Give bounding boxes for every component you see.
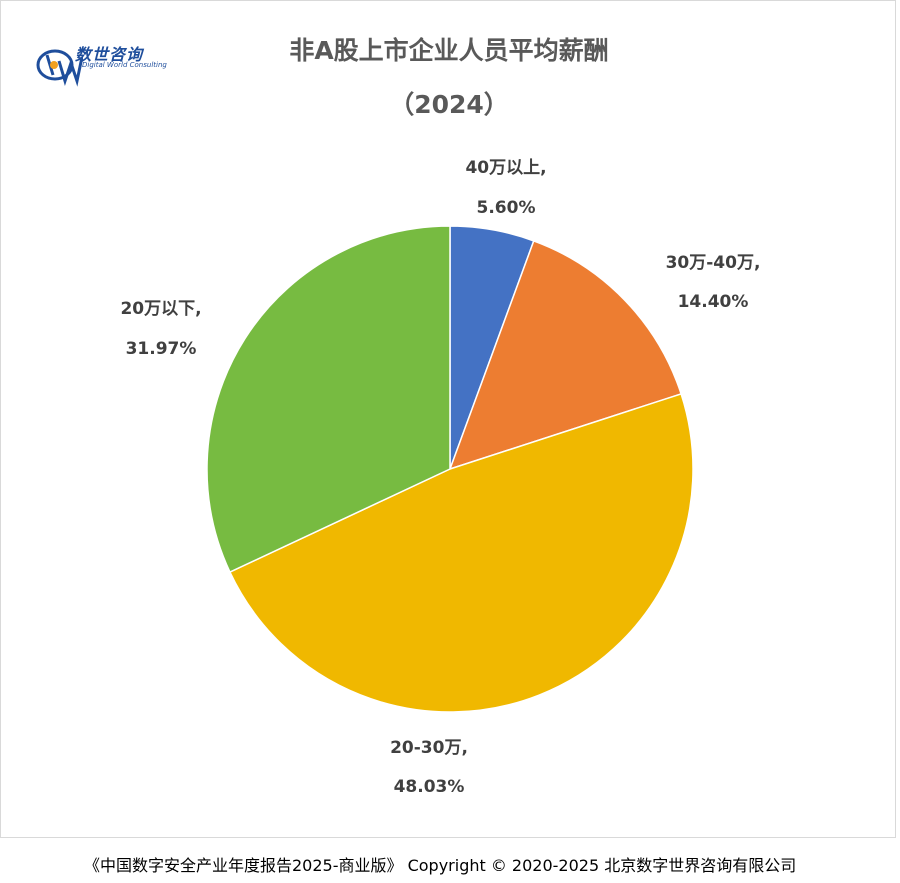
chart-subtitle: （2024） — [389, 90, 509, 119]
chart-title: 非A股上市企业人员平均薪酬 — [289, 36, 609, 65]
slice-category-label: 20-30万, — [390, 738, 468, 758]
logo-chinese-text: 数世咨询 — [75, 45, 144, 64]
copyright-footer: 《中国数字安全产业年度报告2025-商业版》 Copyright © 2020-… — [84, 856, 797, 875]
pie-slice — [228, 392, 694, 713]
pie-labels: 40万以上, 5.60% 30万-40万, 14.40% 20-30万, 48.03% 20… — [120, 158, 760, 797]
pie-slice — [206, 225, 451, 574]
slice-value-label: 31.97% — [126, 339, 197, 359]
slice-value-label: 48.03% — [394, 777, 465, 797]
slice-value-label: 14.40% — [678, 292, 749, 312]
logo-mark-icon — [36, 49, 84, 87]
brand-logo: 数世咨询 Digital World Consulting — [35, 41, 167, 87]
chart-area: 数世咨询 Digital World Consulting 非A股上市企业人员平… — [0, 0, 896, 838]
slice-category-label: 30万-40万, — [666, 253, 761, 273]
logo-english-text: Digital World Consulting — [82, 61, 167, 69]
slice-category-label: 40万以上, — [465, 158, 546, 178]
pie-slices — [206, 225, 694, 713]
pie-chart: 40万以上, 5.60% 30万-40万, 14.40% 20-30万, 48.03% 20… — [120, 158, 760, 797]
slice-value-label: 5.60% — [477, 198, 536, 218]
slice-category-label: 20万以下, — [120, 299, 201, 319]
